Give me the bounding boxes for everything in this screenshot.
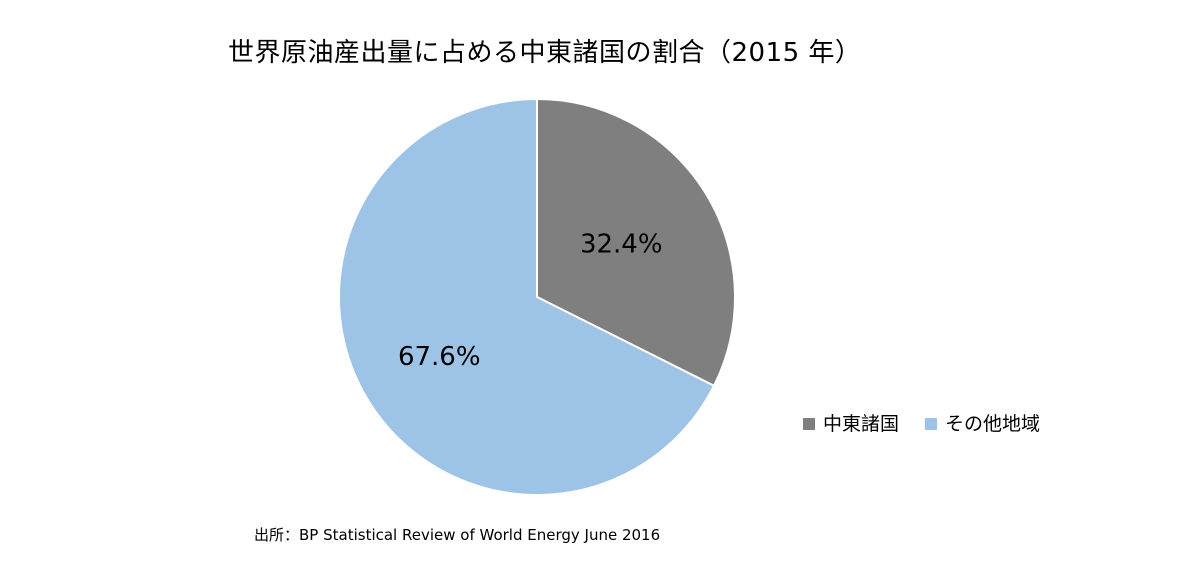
pie-slice-middle-east [536,97,737,388]
source-note: 出所：BP Statistical Review of World Energy… [254,526,661,544]
legend-swatch-middle-east [803,418,815,430]
legend-swatch-other-regions [925,418,938,430]
chart-title: 世界原油産出量に占める中東諸国の割合（2015 年） [228,38,862,68]
legend-label-other-regions: その他地域 [945,413,1041,435]
pie-data-labels: 32.4% 67.6% [398,230,663,372]
legend: 中東諸国 その他地域 [803,411,1066,437]
legend-item-middle-east: 中東諸国 [803,411,899,437]
data-label-other-regions: 67.6% [398,342,481,372]
legend-item-other-regions: その他地域 [925,411,1040,437]
legend-label-middle-east: 中東諸国 [823,413,900,435]
data-label-middle-east: 32.4% [580,230,663,260]
pie-slice-other-regions [338,97,716,496]
pie-slices [338,97,737,496]
